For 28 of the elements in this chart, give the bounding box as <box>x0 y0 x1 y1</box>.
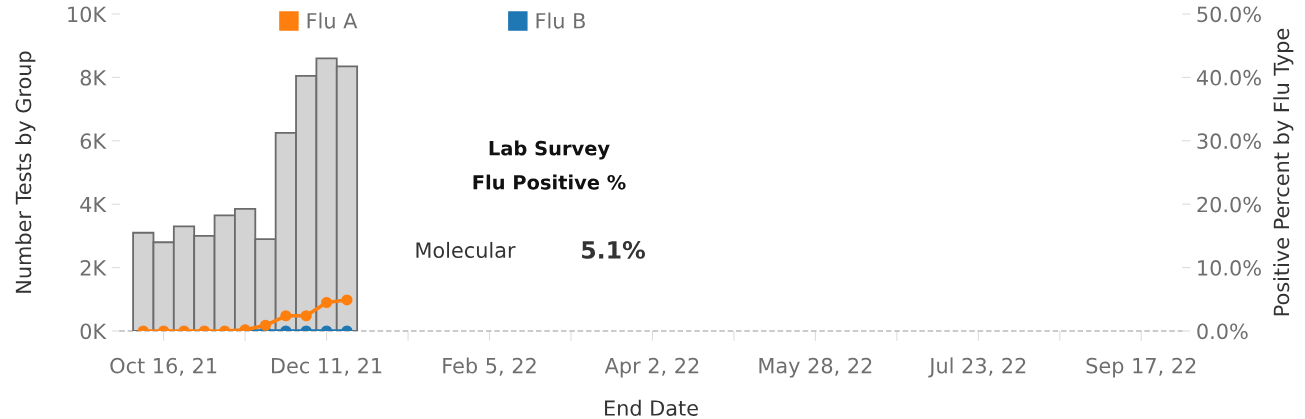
x-tick-label: Feb 5, 22 <box>443 357 536 376</box>
legend-label: Flu A <box>307 12 358 29</box>
y2-tick-label: 20.0% <box>1197 196 1261 213</box>
legend-label: Flu B <box>536 12 585 29</box>
y-axis-title: Number Tests by Group <box>15 51 36 293</box>
x-tick-label: Jul 23, 22 <box>928 357 1026 378</box>
y-tick-label: 6K <box>80 133 107 150</box>
y2-tick-label: 30.0% <box>1197 133 1261 150</box>
annotation: Flu Positive % <box>473 174 626 190</box>
annotation: Molecular <box>416 241 516 259</box>
y-tick-label: 10K <box>68 6 107 23</box>
y-tick-label: 8K <box>80 69 107 86</box>
annotation: Lab Survey <box>489 140 610 160</box>
y-tick-label: 2K <box>80 260 107 276</box>
x-axis-title: End Date <box>605 399 698 416</box>
x-tick-label: May 28, 22 <box>759 357 872 378</box>
x-tick-label: Dec 11, 21 <box>272 357 382 376</box>
y2-tick-label: 40.0% <box>1196 69 1261 86</box>
y2-tick-label: 0.0% <box>1197 323 1248 340</box>
y2-tick-label: 50.0% <box>1197 6 1261 23</box>
x-tick-label: Oct 16, 21 <box>110 357 217 376</box>
x-tick-label: Sep 17, 22 <box>1086 357 1196 378</box>
x-tick-label: Apr 2, 22 <box>604 357 699 378</box>
y-tick-label: 4K <box>80 196 107 213</box>
y2-tick-label: 10.0% <box>1198 260 1261 276</box>
y2-axis-title: Positive Percent by Flu Type <box>1273 28 1294 316</box>
annotation: 5.1% <box>582 240 645 259</box>
y-tick-label: 0K <box>80 323 107 340</box>
